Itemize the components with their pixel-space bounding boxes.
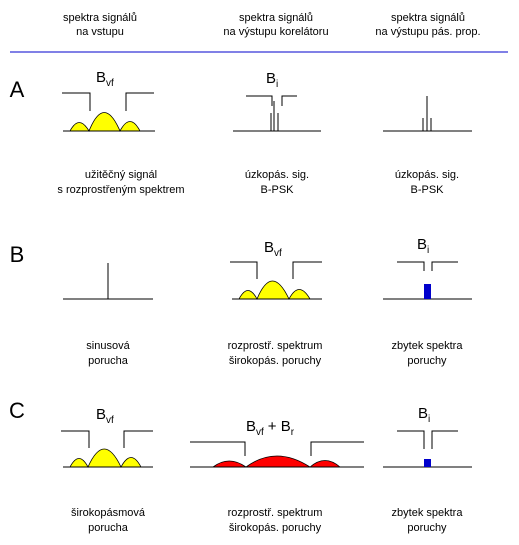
header-input-line1: spektra signálů [63, 12, 137, 24]
bandwidth-label: Bvf [96, 69, 114, 89]
bandwidth-marker [397, 430, 425, 449]
column-headers: spektra signálů na vstupu spektra signál… [63, 12, 481, 38]
bandwidth-marker [230, 261, 258, 279]
bandwidth-marker [61, 430, 90, 448]
caption-b-correlator-line1: rozprostř. spektrum [228, 340, 323, 352]
spectrum-lobes [69, 448, 142, 468]
caption-a-correlator-line1: úzkopás. sig. [245, 169, 309, 181]
row-label-b: B [10, 242, 25, 267]
bandwidth-label: Bi [418, 405, 430, 425]
spectrum-lobes [211, 455, 342, 468]
caption-c-input-line2: porucha [88, 522, 129, 534]
caption-a-input-line1: užitěčný signál [85, 169, 157, 181]
caption-a-bandpass-line1: úzkopás. sig. [395, 169, 459, 181]
caption-c-bandpass-line1: zbytek spektra [392, 507, 464, 519]
bandwidth-marker [397, 261, 425, 271]
bandwidth-marker [125, 92, 154, 111]
spectrum-b-bandpass: Bi [383, 236, 472, 300]
bandwidth-marker [310, 441, 364, 456]
bandwidth-label: Bi [266, 70, 278, 90]
header-correlator-line2: na výstupu korelátoru [223, 26, 328, 38]
bandwidth-marker [246, 95, 273, 106]
spectrum-c-correlator: Bvf + Br [190, 418, 364, 468]
spectrum-lobes [238, 280, 311, 300]
residual-block [424, 459, 431, 467]
spectrum-a-correlator: Bi [233, 70, 321, 132]
caption-c-bandpass-line2: poruchy [407, 522, 447, 534]
row-label-a: A [10, 77, 25, 102]
caption-a-input-line2: s rozprostřeným spektrem [57, 184, 184, 196]
spectrum-b-input [63, 263, 153, 300]
caption-b-input-line2: porucha [88, 355, 129, 367]
caption-c-input-line1: širokopásmová [71, 507, 146, 519]
caption-a-bandpass-line2: B-PSK [410, 184, 444, 196]
bandwidth-marker [62, 92, 91, 111]
bandwidth-marker [123, 430, 153, 448]
bandwidth-label: Bvf [96, 406, 114, 426]
spectrum-a-input: Bvf [62, 69, 155, 132]
bandwidth-label: Bi [417, 236, 429, 256]
header-correlator-line1: spektra signálů [239, 12, 313, 24]
bandwidth-marker [281, 95, 297, 106]
caption-c-correlator-line2: širokopás. poruchy [229, 522, 322, 534]
spectrum-b-correlator: Bvf [230, 239, 322, 300]
header-bandpass-line2: na výstupu pás. prop. [375, 26, 480, 38]
spectrum-c-input: Bvf [61, 406, 153, 468]
caption-b-bandpass-line1: zbytek spektra [392, 340, 464, 352]
caption-b-bandpass-line2: poruchy [407, 355, 447, 367]
caption-c-correlator-line1: rozprostř. spektrum [228, 507, 323, 519]
header-input-line2: na vstupu [76, 26, 124, 38]
caption-b-input-line1: sinusová [86, 340, 130, 352]
spectrum-a-bandpass [383, 96, 472, 132]
bandwidth-marker [431, 261, 458, 271]
bandwidth-marker [190, 441, 246, 456]
caption-a-correlator-line2: B-PSK [260, 184, 294, 196]
spectrum-lobes [69, 112, 141, 132]
bandwidth-label: Bvf + Br [246, 418, 295, 438]
row-label-c: C [9, 398, 25, 423]
bandwidth-marker [431, 430, 458, 449]
bandwidth-label: Bvf [264, 239, 282, 259]
header-bandpass-line1: spektra signálů [391, 12, 465, 24]
spectrum-c-bandpass: Bi [383, 405, 472, 468]
residual-block [424, 284, 431, 299]
bandwidth-marker [292, 261, 322, 279]
caption-b-correlator-line2: širokopás. poruchy [229, 355, 322, 367]
